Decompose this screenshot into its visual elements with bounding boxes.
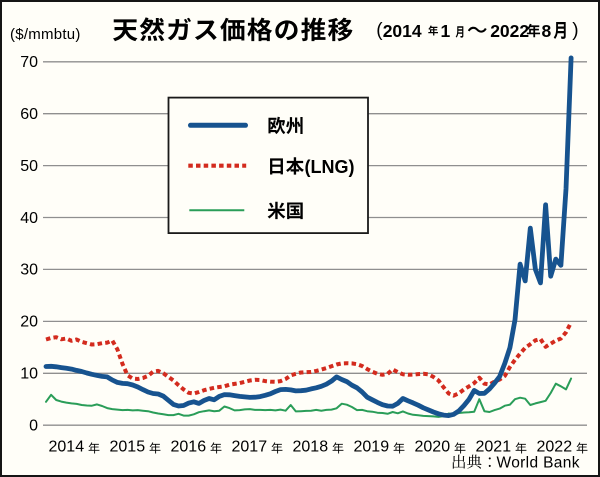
svg-text:2022: 2022 <box>490 21 529 41</box>
svg-text:2014: 2014 <box>383 21 422 41</box>
svg-text:2016: 2016 <box>171 439 207 456</box>
svg-text:0: 0 <box>29 418 38 435</box>
svg-text:2021: 2021 <box>476 439 512 456</box>
svg-text:($/mmbtu): ($/mmbtu) <box>10 26 81 43</box>
svg-text:2019: 2019 <box>354 439 390 456</box>
svg-text:40: 40 <box>20 210 38 227</box>
svg-text:2014: 2014 <box>49 439 85 456</box>
svg-text:10: 10 <box>20 366 38 383</box>
svg-text:50: 50 <box>20 158 38 175</box>
svg-text:2022: 2022 <box>537 439 573 456</box>
svg-text:8: 8 <box>542 21 552 41</box>
svg-text:2017: 2017 <box>232 439 268 456</box>
svg-text:70: 70 <box>20 54 38 71</box>
svg-text:2018: 2018 <box>293 439 329 456</box>
svg-text:1: 1 <box>441 21 451 41</box>
svg-text:World Bank: World Bank <box>497 455 580 472</box>
svg-text:2020: 2020 <box>415 439 451 456</box>
svg-text:(: ( <box>376 20 383 41</box>
svg-text:60: 60 <box>20 106 38 123</box>
svg-text:): ) <box>572 20 578 41</box>
svg-text:(LNG): (LNG) <box>305 157 355 177</box>
svg-text:20: 20 <box>20 314 38 331</box>
svg-text:2015: 2015 <box>110 439 146 456</box>
svg-text:30: 30 <box>20 262 38 279</box>
